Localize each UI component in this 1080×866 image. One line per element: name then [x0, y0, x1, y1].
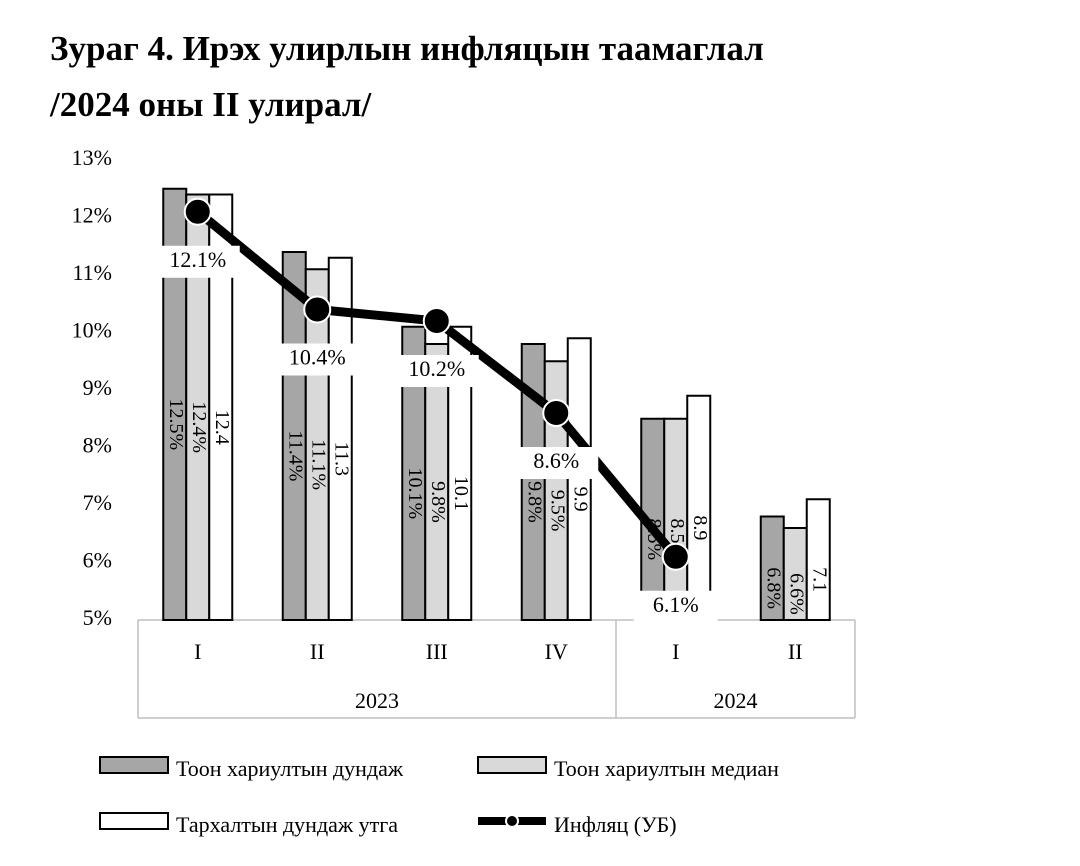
bar [447, 325, 473, 621]
x-tick-label: II [310, 639, 325, 664]
bar [208, 193, 234, 621]
group-label: 2023 [355, 688, 399, 713]
y-tick-label: 13% [72, 145, 112, 170]
line-marker [303, 295, 332, 324]
bar-value-label: 10.1 [450, 476, 472, 511]
group-label: 2024 [714, 688, 758, 713]
bar-value-label: 6.8% [763, 567, 785, 609]
legend-label: Тоон хариултын медиан [554, 756, 779, 781]
y-tick-label: 8% [83, 433, 112, 458]
line-marker [422, 307, 451, 335]
legend-label: Тархалтын дундаж утга [176, 812, 398, 837]
line-value-label: 8.6% [533, 448, 579, 473]
line-value-label: 10.4% [289, 345, 346, 370]
line-value-label: 6.1% [653, 592, 699, 617]
chart-title: Зураг 4. Ирэх улирлын инфляцын таамаглал [50, 29, 764, 68]
bar-value-label: 11.4% [285, 431, 307, 482]
bar-value-label: 9.5% [547, 490, 569, 532]
x-tick-label: II [788, 639, 803, 664]
bar [566, 337, 592, 621]
line-marker [661, 542, 690, 571]
legend-swatch-marker [505, 814, 519, 828]
bar-value-label: 7.1 [809, 567, 831, 592]
legend-swatch [99, 812, 169, 830]
label-box [514, 447, 599, 479]
chart-subtitle: /2024 оны II улирал/ [49, 85, 373, 124]
label-box [633, 590, 718, 623]
bar-value-label: 9.8% [427, 481, 449, 523]
y-tick-label: 5% [83, 605, 112, 630]
y-tick-label: 12% [72, 203, 112, 228]
legend-label: Тоон хариултын дундаж [176, 756, 404, 781]
legend-swatch [99, 756, 169, 774]
bar-value-label: 9.8% [524, 481, 546, 523]
line-value-label: 10.2% [408, 356, 465, 381]
bar-value-label: 11.1% [308, 439, 330, 490]
legend-swatch [477, 756, 547, 774]
y-tick-label: 11% [72, 260, 112, 285]
y-tick-label: 6% [83, 548, 112, 573]
bar-value-label: 11.3 [331, 442, 353, 476]
label-box [275, 343, 360, 376]
bar-value-label: 12.5% [165, 399, 187, 451]
line-marker [542, 399, 571, 427]
y-tick-label: 10% [72, 318, 112, 343]
x-tick-label: III [426, 639, 448, 664]
bar-value-label: 9.9 [570, 487, 592, 512]
bar [686, 394, 712, 621]
x-tick-label: I [194, 639, 201, 664]
y-tick-label: 7% [83, 490, 112, 515]
line-marker [183, 197, 212, 226]
label-box [155, 245, 240, 278]
bar-value-label: 8.9 [689, 515, 711, 540]
bar-value-label: 10.1% [404, 468, 426, 520]
bar [805, 498, 831, 621]
bar-value-label: 12.4 [211, 410, 233, 445]
x-tick-label: I [672, 639, 679, 664]
bar-value-label: 12.4% [188, 401, 210, 453]
x-tick-label: IV [545, 639, 568, 664]
y-tick-label: 9% [83, 375, 112, 400]
line-value-label: 12.1% [169, 247, 226, 272]
label-box [394, 355, 479, 387]
bar-value-label: 6.6% [786, 573, 808, 615]
legend-label: Инфляц (УБ) [554, 812, 677, 837]
